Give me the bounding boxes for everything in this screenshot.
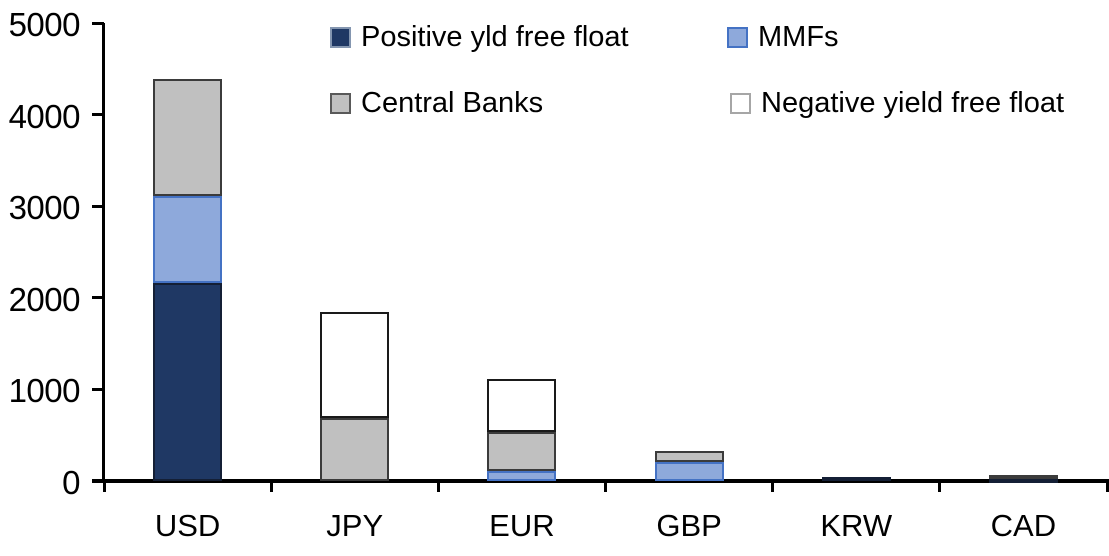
- bar-segment-eur-mmfs: [487, 470, 557, 481]
- y-axis-line: [102, 23, 105, 481]
- x-axis-line: [92, 479, 1109, 483]
- x-axis-tick: [604, 481, 607, 492]
- y-axis-tick: [92, 479, 104, 483]
- bar-segment-usd-positive-yld-free-float: [153, 283, 223, 481]
- y-axis-tick-label: 5000: [8, 6, 81, 43]
- bar-segment-usd-mmfs: [153, 196, 223, 284]
- y-axis-tick-label: 3000: [8, 189, 81, 227]
- x-axis-category-label: EUR: [489, 508, 555, 543]
- x-axis-tick: [771, 481, 775, 492]
- bar-segment-jpy-negative-yield-free-float: [320, 312, 390, 418]
- y-axis-tick-label: 1000: [8, 372, 81, 410]
- y-axis-tick: [92, 204, 104, 208]
- x-axis-tick: [269, 481, 273, 492]
- x-axis-tick: [102, 481, 106, 492]
- legend-label: Central Banks: [361, 86, 544, 119]
- bar-segment-gbp-mmfs: [654, 461, 724, 481]
- x-axis-category-label: USD: [154, 508, 221, 543]
- x-axis-tick: [938, 481, 942, 492]
- x-axis-category-label: CAD: [990, 508, 1057, 543]
- legend-item-central-banks: Central Banks: [330, 88, 543, 118]
- x-axis-category-label: KRW: [820, 508, 893, 543]
- y-axis-tick: [92, 113, 104, 117]
- x-axis-category-label: GBP: [656, 508, 722, 543]
- bar-segment-krw-positive-yld-free-float: [821, 476, 891, 481]
- y-axis-tick: [92, 387, 104, 391]
- bar-segment-eur-negative-yield-free-float: [487, 379, 557, 432]
- legend-swatch-mmfs: [727, 26, 748, 48]
- x-axis-tick: [1105, 481, 1109, 492]
- bar-segment-eur-central-banks: [487, 431, 557, 471]
- y-axis-tick-label: 4000: [8, 97, 81, 135]
- legend-item-mmfs: MMFs: [727, 22, 839, 52]
- x-axis-category-label: JPY: [326, 508, 384, 543]
- y-axis-tick-label: 2000: [8, 280, 81, 318]
- legend-label: Negative yield free float: [761, 86, 1065, 119]
- legend-label: Positive yld free float: [361, 20, 629, 53]
- legend-item-positive-yld-free-float: Positive yld free float: [330, 22, 629, 52]
- y-axis-tick: [92, 296, 104, 300]
- legend-swatch-central-banks: [330, 92, 351, 114]
- bar-segment-usd-central-banks: [153, 78, 223, 197]
- legend-swatch-positive-yld-free-float: [330, 26, 351, 48]
- y-axis-tick-label: 0: [62, 464, 80, 501]
- legend-item-negative-yield-free-float: Negative yield free float: [730, 88, 1064, 118]
- bar-segment-cad-positive-yld-free-float: [988, 478, 1058, 483]
- legend-swatch-negative-yield-free-float: [730, 92, 751, 114]
- y-axis-tick: [92, 21, 104, 25]
- x-axis-tick: [436, 481, 440, 492]
- bar-segment-jpy-central-banks: [320, 417, 390, 481]
- legend-label: MMFs: [758, 20, 839, 53]
- bar-segment-cad-central-banks: [988, 474, 1058, 479]
- bar-segment-gbp-central-banks: [654, 450, 724, 462]
